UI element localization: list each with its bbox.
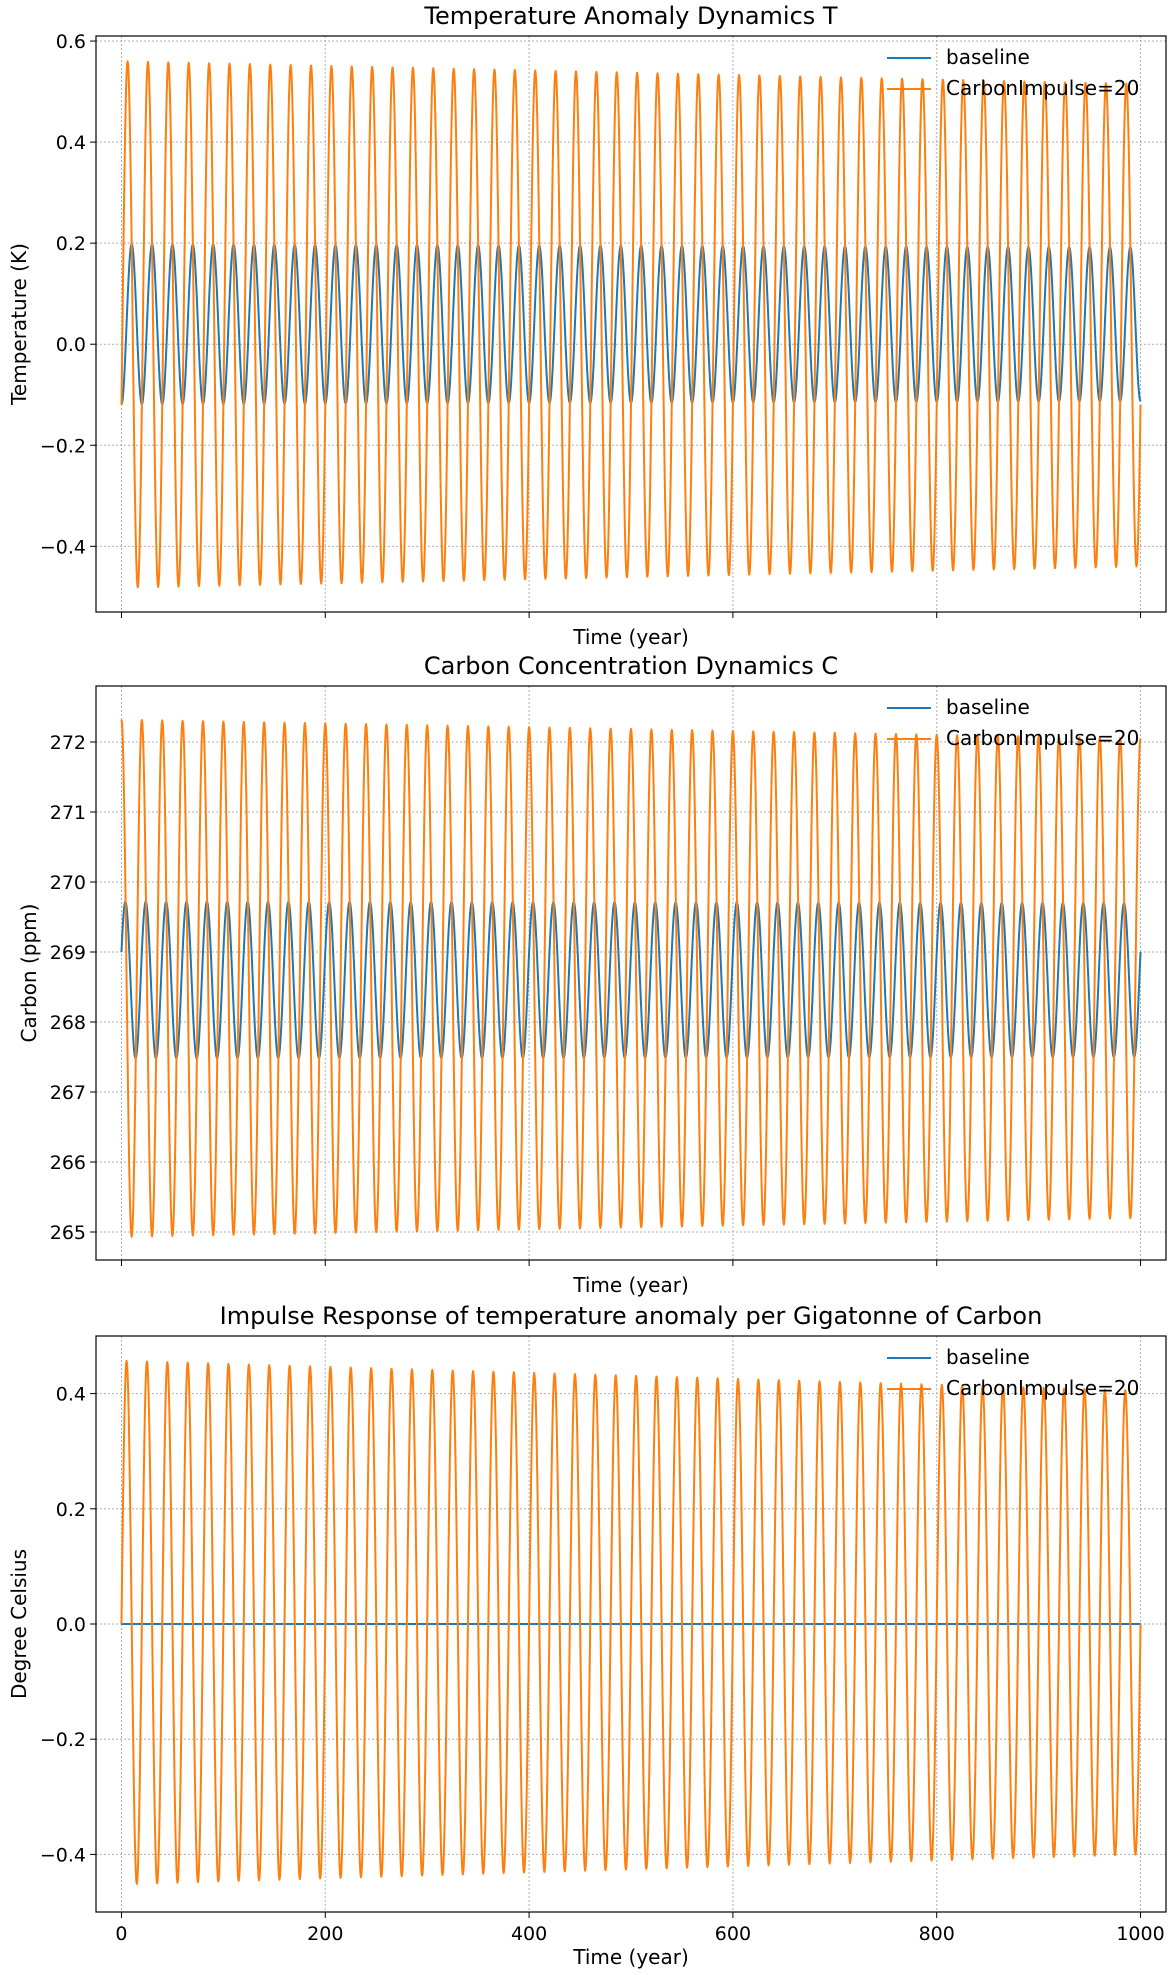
y-tick-label: 269 xyxy=(50,942,86,964)
y-tick-label: 0.0 xyxy=(56,1614,86,1636)
y-tick-label: 0.4 xyxy=(56,1384,86,1406)
chart-title: Impulse Response of temperature anomaly … xyxy=(220,1302,1043,1330)
x-tick-label: 400 xyxy=(511,1923,547,1945)
x-tick-label: 0 xyxy=(115,1923,127,1945)
y-tick-label: 265 xyxy=(50,1222,86,1244)
x-tick-label: 800 xyxy=(919,1923,955,1945)
y-axis-label: Carbon (ppm) xyxy=(17,904,41,1043)
legend-label: CarbonImpulse=20 xyxy=(946,76,1139,100)
y-tick-label: 267 xyxy=(50,1082,86,1104)
y-tick-label: 0.6 xyxy=(56,31,86,53)
legend-label: CarbonImpulse=20 xyxy=(946,1376,1139,1400)
y-tick-label: 0.2 xyxy=(56,233,86,255)
legend-label: baseline xyxy=(946,1345,1030,1369)
x-tick-label: 1000 xyxy=(1116,1923,1164,1945)
y-tick-label: 0.0 xyxy=(56,334,86,356)
y-tick-label: 0.2 xyxy=(56,1499,86,1521)
chart-title: Temperature Anomaly Dynamics T xyxy=(423,2,838,30)
y-tick-label: 271 xyxy=(50,802,86,824)
legend-label: CarbonImpulse=20 xyxy=(946,726,1139,750)
y-tick-label: −0.2 xyxy=(40,435,86,457)
y-tick-label: −0.2 xyxy=(40,1729,86,1751)
x-axis-label: Time (year) xyxy=(572,1273,689,1297)
y-tick-label: 270 xyxy=(50,872,86,894)
x-axis-label: Time (year) xyxy=(572,625,689,649)
y-tick-label: 0.4 xyxy=(56,132,86,154)
y-tick-label: −0.4 xyxy=(40,536,86,558)
x-tick-label: 200 xyxy=(307,1923,343,1945)
y-tick-label: 266 xyxy=(50,1152,86,1174)
legend-label: baseline xyxy=(946,695,1030,719)
y-tick-label: −0.4 xyxy=(40,1844,86,1866)
y-axis-label: Temperature (K) xyxy=(7,243,31,406)
chart-title: Carbon Concentration Dynamics C xyxy=(424,652,838,680)
y-axis-label: Degree Celsius xyxy=(7,1549,31,1699)
x-tick-label: 600 xyxy=(715,1923,751,1945)
y-tick-label: 268 xyxy=(50,1012,86,1034)
legend-label: baseline xyxy=(946,45,1030,69)
x-axis-label: Time (year) xyxy=(572,1945,689,1969)
y-tick-label: 272 xyxy=(50,732,86,754)
